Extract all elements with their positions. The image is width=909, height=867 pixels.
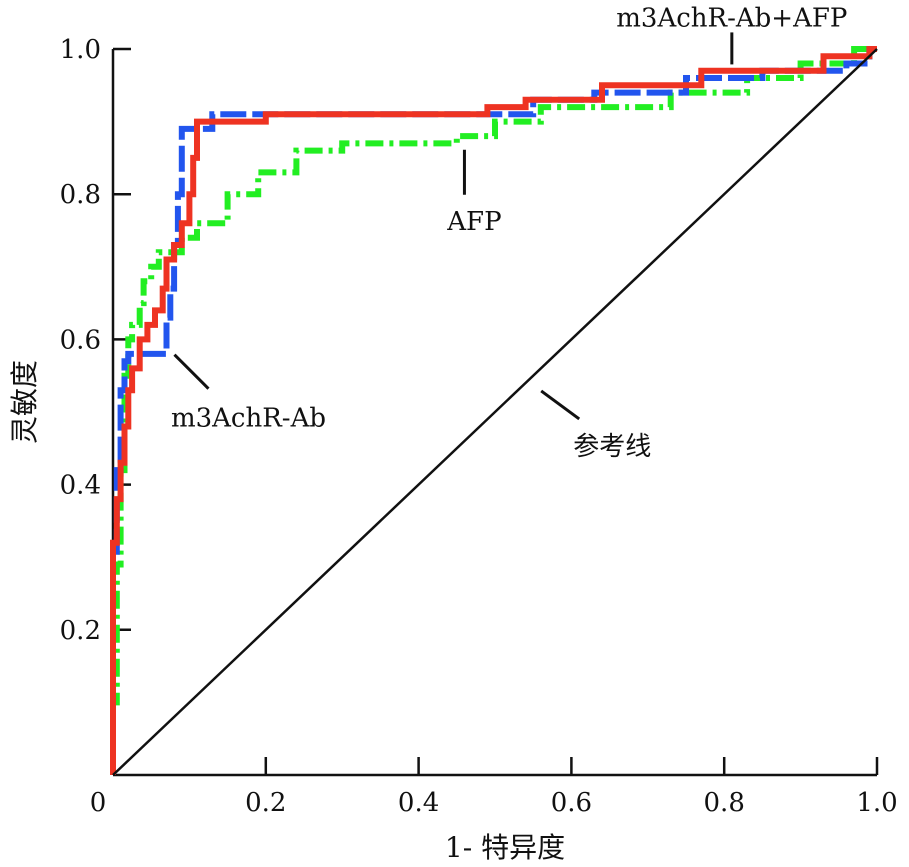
y-tick-label: 0.8 (60, 180, 101, 210)
y-tick-label: 1.0 (60, 35, 101, 65)
y-tick-label: 0.6 (60, 325, 101, 355)
series-line-m3achr-ab (110, 46, 877, 775)
annotation-leader-line (540, 389, 581, 421)
annotation-layer: m3AchR-Ab+AFP AFP m3AchR-Ab 参考线 (171, 3, 847, 462)
series-line-m3achr-ab-afp (110, 46, 877, 775)
x-tick-label: 1.0 (856, 788, 897, 818)
x-tick-label: 0.6 (551, 788, 592, 818)
x-axis-title: 1- 特异度 (445, 831, 565, 864)
axes: 0 0.2 0.4 0.6 0.8 1.0 0.2 0.4 0.6 0.8 1.0 (60, 35, 898, 818)
y-axis-title: 灵敏度 (8, 360, 41, 444)
x-tick-label: 0.2 (245, 788, 286, 818)
series-line-afp (110, 46, 877, 775)
x-tick-label: 0.8 (704, 788, 745, 818)
y-tick-label: 0.2 (60, 616, 101, 646)
annotation-label: AFP (446, 207, 501, 237)
y-tick-label: 0.4 (60, 471, 101, 501)
x-tick-label: 0.4 (398, 788, 439, 818)
annotation-label: 参考线 (573, 432, 651, 462)
annotation-label: m3AchR-Ab (171, 404, 326, 434)
x-tick-label: 0 (90, 788, 107, 818)
series-line-reference (112, 48, 878, 776)
annotation-label: m3AchR-Ab+AFP (616, 3, 847, 33)
series-layer (110, 46, 878, 776)
annotation-leader-line (173, 353, 210, 390)
